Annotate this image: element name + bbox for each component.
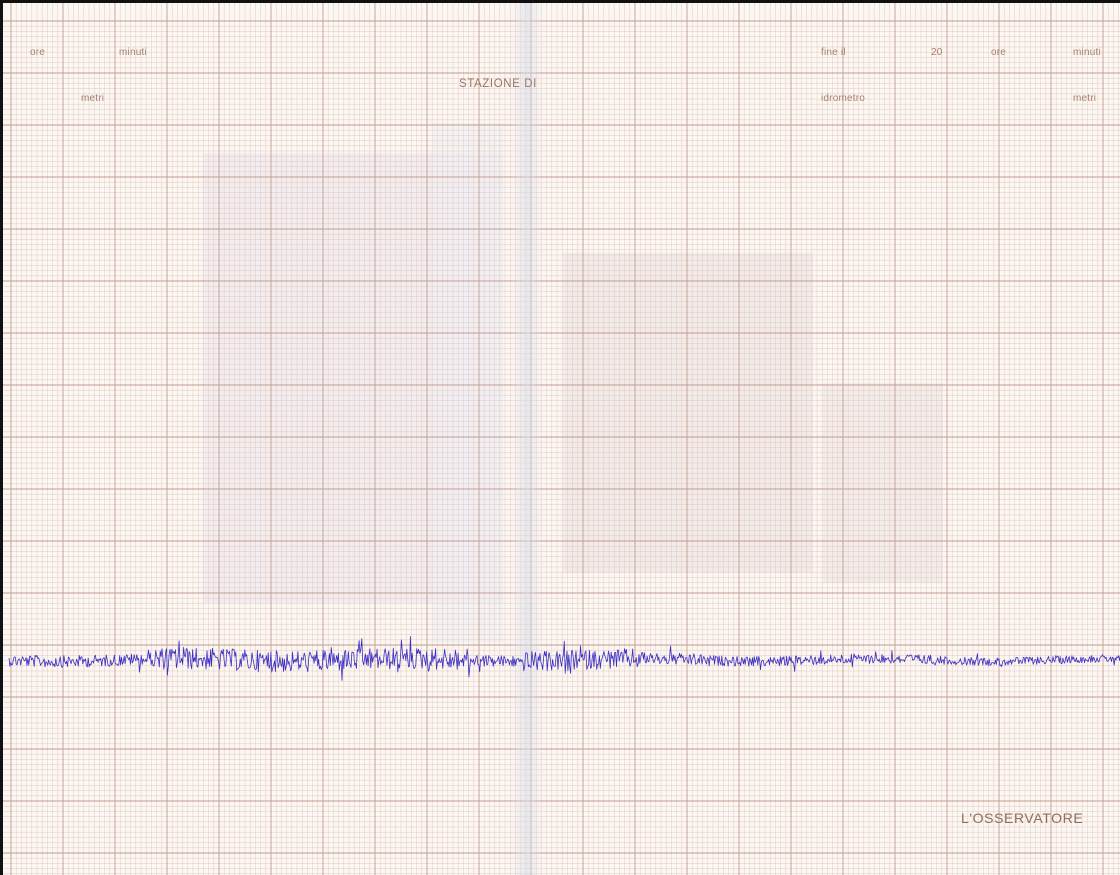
header-metri-left: metri: [81, 93, 105, 104]
seismogram-trace: [8, 636, 1120, 681]
header-fine-il: fine il: [821, 47, 846, 58]
grid-fine-lines: [3, 3, 1120, 875]
paper-shading: [203, 123, 943, 643]
graph-paper-grid: [3, 3, 1120, 875]
header-minuti-left: minuti: [119, 47, 147, 58]
header-ore-right: ore: [991, 47, 1007, 58]
center-fold: [511, 3, 543, 875]
header-metri-right: metri: [1073, 93, 1097, 104]
header-ore-left: ore: [30, 47, 46, 58]
header-minuti-right: minuti: [1073, 47, 1101, 58]
station-label: STAZIONE DI: [459, 78, 537, 90]
observer-label: L'OSSERVATORE: [961, 810, 1084, 826]
header-year-20: 20: [931, 47, 943, 58]
header-idrometro: idrometro: [821, 93, 866, 104]
grid-major-lines: [3, 3, 1120, 875]
